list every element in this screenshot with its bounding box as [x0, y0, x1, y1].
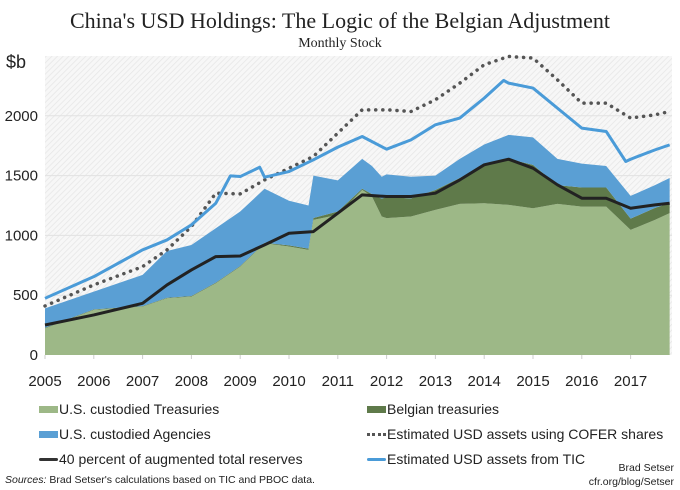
x-tick-label: 2010: [272, 373, 305, 390]
y-tick-label: 1500: [5, 168, 38, 185]
legend-swatch-agencies: [39, 430, 58, 438]
legend-label-agencies: U.S. custodied Agencies: [59, 426, 211, 442]
x-tick-label: 2011: [322, 373, 354, 390]
chart-subtitle: Monthly Stock: [298, 36, 382, 51]
sources-label: Sources:: [5, 474, 47, 486]
x-tick-label: 2012: [370, 373, 403, 390]
x-tick-label: 2007: [126, 373, 159, 390]
credit-author: Brad Setser: [618, 462, 674, 474]
legend-swatch-treasuries: [39, 405, 58, 413]
x-tick-label: 2013: [419, 373, 452, 390]
x-tick-label: 2014: [468, 373, 501, 390]
y-tick-label: 500: [13, 287, 38, 304]
legend-label-cofer: Estimated USD assets using COFER shares: [387, 426, 664, 442]
sources-text: Brad Setser's calculations based on TIC …: [46, 474, 315, 486]
legend-agencies: U.S. custodied Agencies: [39, 426, 211, 442]
credit-site: cfr.org/blog/Setser: [588, 476, 674, 488]
area-u-s-custodied-treasuries: [45, 189, 670, 355]
credit: Brad Setser cfr.org/blog/Setser: [589, 461, 674, 489]
chart-plot: 0 500 1000 1500 2000 2005 2006 2007 2008 2009 2010…: [5, 54, 672, 390]
legend-reserves: 40 percent of augmented total reserves: [39, 451, 303, 467]
legend-cofer: Estimated USD assets using COFER shares: [367, 426, 663, 442]
line-estimated-usd-assets-from-tic: [44, 78, 671, 300]
chart-title: China's USD Holdings: The Logic of the B…: [69, 8, 611, 33]
y-tick-label: 1000: [5, 227, 38, 244]
x-tick-label: 2016: [565, 373, 598, 390]
legend-label-treasuries: U.S. custodied Treasuries: [59, 401, 220, 417]
legend-tic: Estimated USD assets from TIC: [367, 451, 585, 467]
y-tick-label: 0: [30, 347, 38, 364]
legend-belgian: Belgian treasuries: [367, 401, 499, 417]
x-tick-label: 2006: [77, 373, 110, 390]
legend-swatch-belgian: [367, 405, 386, 413]
x-tick-label: 2008: [175, 373, 208, 390]
line-40-percent-of-augmented-total-reserves: [44, 157, 670, 327]
x-tick-label: 2005: [28, 373, 61, 390]
legend-swatch-tic: [367, 457, 386, 461]
y-tick-label: 2000: [5, 108, 38, 125]
legend-label-belgian: Belgian treasuries: [387, 401, 500, 417]
area-u-s-custodied-agencies: [45, 134, 670, 328]
area-belgian-treasuries: [45, 158, 670, 329]
x-tick-label: 2009: [224, 373, 257, 390]
legend-swatch-reserves: [39, 457, 58, 461]
y-axis-unit: $b: [6, 52, 27, 72]
legend-label-tic: Estimated USD assets from TIC: [387, 451, 586, 467]
x-tick-label: 2015: [516, 373, 549, 390]
x-tick-label: 2017: [614, 373, 647, 390]
legend-swatch-cofer: [367, 432, 386, 436]
legend-treasuries: U.S. custodied Treasuries: [39, 401, 219, 417]
sources-note: Sources: Brad Setser's calculations base…: [5, 474, 315, 486]
legend-label-reserves: 40 percent of augmented total reserves: [59, 451, 303, 467]
